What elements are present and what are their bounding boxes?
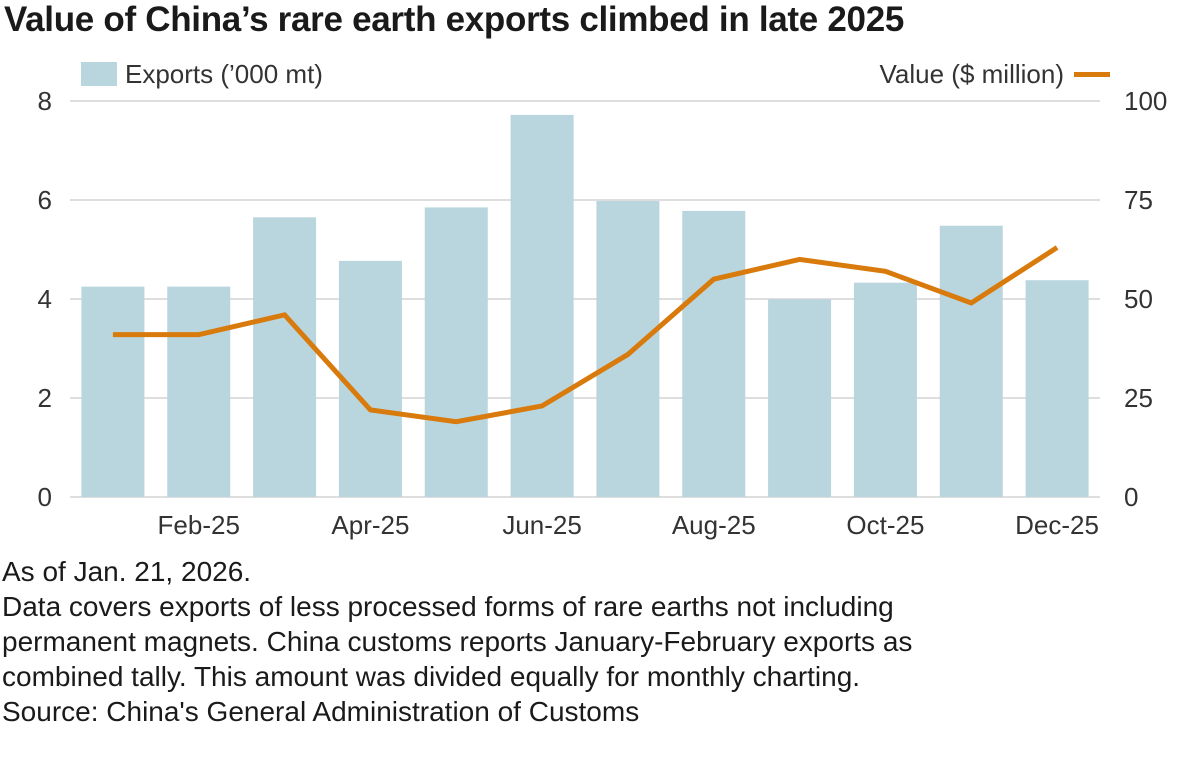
x-tick-label: Jun-25 (502, 510, 582, 540)
legend: Exports (’000 mt) Value ($ million) (81, 59, 1110, 89)
y-right-tick-label: 75 (1124, 185, 1153, 215)
bar-Dec-25 (1025, 280, 1089, 497)
gridlines (70, 100, 1100, 498)
as-of-note: As of Jan. 21, 2026. (2, 556, 252, 587)
y-left-tick-label: 0 (38, 482, 52, 512)
bar-Oct-25 (853, 282, 917, 497)
y-left-tick-label: 6 (38, 185, 52, 215)
x-tick-label: Feb-25 (158, 510, 240, 540)
chart-notes: As of Jan. 21, 2026. Data covers exports… (2, 554, 1192, 729)
description-line-1: Data covers exports of less processed fo… (2, 591, 894, 622)
value-line (112, 245, 1059, 425)
bar-Mar-25 (253, 217, 317, 497)
x-tick-label: Apr-25 (331, 510, 409, 540)
x-tick-label: Aug-25 (672, 510, 756, 540)
y-left-tick-label: 8 (38, 86, 52, 116)
chart-title: Value of China’s rare earth exports clim… (4, 0, 905, 39)
legend-bar-swatch (81, 62, 117, 86)
line-series (112, 245, 1059, 425)
legend-line-label: Value ($ million) (880, 59, 1064, 89)
chart-area: 0 2 4 6 8 0 25 50 75 100 Feb-25 Apr-25 Jun-25 Aug-25 O… (38, 59, 1168, 540)
description-line-2: permanent magnets. China customs reports… (2, 626, 913, 657)
legend-bar-label: Exports (’000 mt) (125, 59, 323, 89)
bar-Sep-25 (768, 299, 832, 497)
bar-Jun-25 (510, 114, 574, 498)
y-right-tick-label: 100 (1124, 86, 1167, 116)
bar-Nov-25 (939, 225, 1003, 498)
legend-line-swatch (1074, 72, 1110, 77)
x-tick-label: Dec-25 (1015, 510, 1099, 540)
y-right-tick-label: 0 (1124, 482, 1138, 512)
axes: 0 2 4 6 8 0 25 50 75 100 Feb-25 Apr-25 Jun-25 Aug-25 O… (38, 86, 1168, 540)
y-right-tick-label: 25 (1124, 383, 1153, 413)
y-left-tick-label: 4 (38, 284, 52, 314)
bar-Aug-25 (682, 210, 746, 497)
bar-Feb-25 (167, 286, 231, 497)
y-left-tick-label: 2 (38, 383, 52, 413)
y-right-tick-label: 50 (1124, 284, 1153, 314)
bar-series (81, 114, 1089, 498)
x-tick-label: Oct-25 (846, 510, 924, 540)
bar-Apr-25 (338, 260, 402, 497)
description-line-3: combined tally. This amount was divided … (2, 661, 861, 692)
bar-Jan-25 (81, 286, 145, 497)
bar-May-25 (424, 207, 488, 498)
source-note: Source: China's General Administration o… (2, 696, 640, 727)
bar-Jul-25 (596, 200, 660, 498)
